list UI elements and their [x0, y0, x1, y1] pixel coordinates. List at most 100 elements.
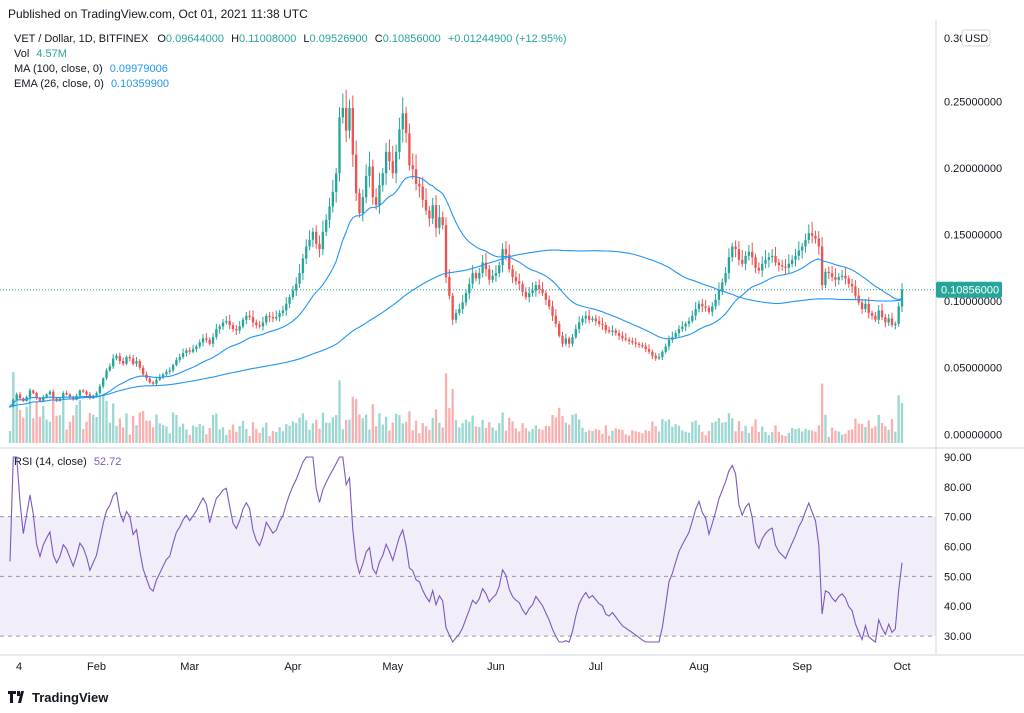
symbol-label[interactable]: VET / Dollar, 1D, BITFINEX: [14, 33, 149, 45]
volume-bar: [611, 430, 614, 443]
time-axis-label: Mar: [180, 661, 199, 673]
volume-bar: [827, 436, 830, 443]
tradingview-brand[interactable]: TradingView: [8, 690, 108, 706]
candle-body: [837, 277, 840, 280]
price-tick-label: 0.00000000: [944, 429, 1002, 441]
volume-bar: [374, 426, 378, 443]
volume-bar: [321, 412, 325, 443]
volume-bar: [65, 429, 68, 443]
candle-body: [890, 318, 894, 326]
volume-label[interactable]: Vol: [14, 48, 30, 60]
volume-bar: [558, 407, 561, 443]
last-price-tag: 0.10856000: [936, 281, 1002, 298]
volume-bar: [421, 423, 424, 443]
currency-label: USD: [965, 33, 988, 45]
candle-body: [401, 113, 404, 130]
volume-legend: Vol 4.57M: [14, 48, 67, 60]
candle-body: [704, 306, 707, 308]
candle-body: [8, 406, 12, 408]
rsi-label[interactable]: RSI (14, close): [14, 456, 87, 468]
candle-body: [790, 259, 794, 264]
candle-body: [481, 262, 484, 274]
candle-body: [318, 243, 321, 250]
candle-body: [491, 275, 494, 280]
currency-badge[interactable]: USD: [961, 29, 991, 47]
candle-body: [581, 318, 584, 323]
candle-body: [291, 290, 295, 298]
candle-body: [195, 346, 198, 350]
candle-body: [285, 303, 288, 311]
time-axis[interactable]: 4 Feb Mar Apr May Jun Jul Aug Sep Oct: [16, 661, 911, 673]
volume-bar: [538, 429, 541, 443]
candle-body: [634, 342, 637, 344]
candle-body: [388, 151, 391, 162]
volume-bar: [694, 420, 697, 443]
volume-bar: [677, 425, 681, 443]
volume-bar: [178, 426, 181, 443]
volume-bar: [315, 419, 318, 443]
ema-label[interactable]: EMA (26, close, 0): [14, 78, 104, 90]
volume-bar: [311, 423, 315, 443]
volume-bar: [737, 421, 741, 443]
volume-bar: [271, 431, 275, 443]
volume-bar: [361, 418, 364, 443]
volume-bar: [88, 413, 92, 443]
volume-bar: [604, 425, 607, 443]
candle-body: [321, 231, 325, 250]
volume-bar: [664, 421, 667, 443]
candle-body: [714, 299, 717, 307]
volume-bar: [681, 430, 684, 443]
candle-body: [328, 206, 331, 220]
candle-body: [877, 310, 880, 320]
volume-bar: [714, 421, 717, 443]
volume-bar: [411, 430, 414, 443]
price-axis[interactable]: 0.25000000 0.20000000 0.15000000 0.10000000…: [944, 96, 1002, 441]
candle-body: [754, 257, 757, 268]
candle-body: [211, 337, 215, 344]
volume-bar: [221, 427, 225, 443]
candle-body: [208, 339, 211, 344]
candle-body: [524, 291, 528, 298]
candle-body: [654, 355, 657, 359]
candle-body: [591, 318, 594, 320]
candle-body: [315, 231, 318, 244]
candle-body: [348, 107, 351, 131]
candle-body: [478, 273, 481, 279]
volume-bar: [764, 431, 767, 443]
candle-body: [834, 277, 837, 280]
volume-bar: [830, 427, 834, 443]
price-tick-label: 0.15000000: [944, 230, 1002, 242]
candle-body: [165, 371, 168, 375]
candle-body: [28, 390, 32, 398]
brand-name: TradingView: [32, 690, 109, 705]
candle-body: [454, 313, 458, 320]
candle-body: [368, 166, 371, 176]
volume-bar: [454, 419, 458, 443]
rsi-levels: [0, 516, 936, 637]
candle-body: [228, 321, 231, 326]
volume-bar: [388, 430, 391, 443]
candle-body: [151, 382, 155, 384]
volume-bar: [225, 434, 228, 443]
rsi-axis[interactable]: 90.00 80.00 70.00 60.00 50.00 40.00 30.00: [944, 452, 972, 643]
rsi-tick-label: 60.00: [944, 542, 972, 554]
ohlc-legend: VET / Dollar, 1D, BITFINEX O0.09644000 H…: [14, 33, 567, 45]
volume-bar: [584, 432, 587, 443]
volume-bar: [514, 428, 518, 443]
volume-bar: [22, 417, 25, 443]
time-axis-label: May: [382, 661, 403, 673]
candle-body: [781, 265, 784, 267]
low-value: 0.09526900: [309, 33, 368, 45]
volume-bar: [787, 432, 791, 443]
candle-body: [205, 338, 208, 340]
volume-bar: [58, 415, 62, 443]
volume-bar: [48, 421, 52, 443]
candle-body: [657, 357, 661, 359]
volume-bar: [877, 414, 880, 443]
volume-bar: [15, 395, 18, 443]
volume-bar: [444, 373, 448, 443]
volume-bar: [18, 410, 22, 443]
ma-label[interactable]: MA (100, close, 0): [14, 63, 103, 75]
volume-bar: [301, 413, 305, 443]
